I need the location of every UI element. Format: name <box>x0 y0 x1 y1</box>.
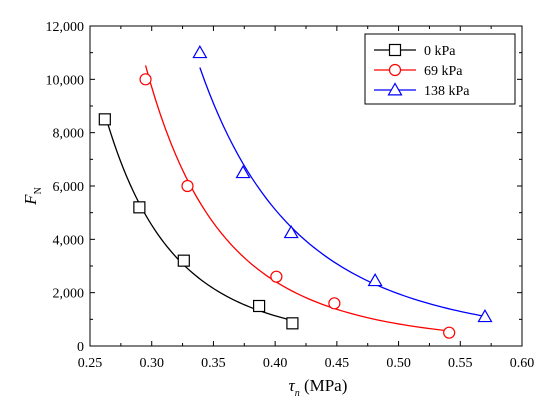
data-point-circle <box>328 297 341 310</box>
x-tick-label: 0.50 <box>386 356 411 371</box>
x-tick-label: 0.45 <box>325 356 350 371</box>
data-point-triangle <box>367 272 383 287</box>
y-tick-label: 12,000 <box>46 20 85 35</box>
y-axis-subscript: N <box>33 187 44 194</box>
x-tick-label: 0.55 <box>448 356 473 371</box>
x-tick-label: 0.30 <box>139 356 164 371</box>
data-point-square <box>98 113 111 126</box>
y-tick-label: 2,000 <box>53 287 85 302</box>
data-point-square <box>286 317 299 330</box>
series-circle <box>139 65 456 339</box>
data-point-circle <box>270 270 283 283</box>
data-point-triangle <box>192 44 208 59</box>
data-point-circle <box>181 179 194 193</box>
data-point-triangle <box>235 164 251 179</box>
x-axis-ticks: 0.25 0.30 0.35 0.40 0.45 0.50 0.55 0.60 <box>78 26 535 371</box>
legend: 0 kPa 69 kPa 138 kPa <box>364 33 516 105</box>
data-point-square <box>252 299 266 313</box>
series-fit-line <box>199 67 486 317</box>
y-tick-label: 6,000 <box>53 180 85 195</box>
x-tick-label: 0.40 <box>263 356 288 371</box>
x-axis-title: τn (MPa) <box>289 376 348 399</box>
series-fit-line <box>144 65 450 332</box>
y-tick-label: 8,000 <box>53 127 85 142</box>
series-square <box>98 113 299 330</box>
x-tick-label: 0.25 <box>78 356 103 371</box>
y-axis-ticks: 0 2,000 4,000 6,000 8,000 10,000 12,000 <box>46 20 522 355</box>
x-axis-subscript: n <box>295 388 300 399</box>
data-point-square <box>133 201 146 214</box>
y-tick-label: 0 <box>77 340 84 355</box>
x-axis-symbol: τ <box>289 376 296 395</box>
x-tick-label: 0.35 <box>201 356 226 371</box>
data-point-circle <box>388 63 402 77</box>
data-point-triangle <box>387 82 403 96</box>
legend-label: 138 kPa <box>424 84 470 99</box>
y-axis-symbol: F <box>21 194 40 206</box>
data-point-triangle <box>477 308 493 323</box>
x-axis-unit: (MPa) <box>300 376 348 395</box>
y-axis-title: FN <box>21 187 44 206</box>
series-triangle <box>192 44 493 323</box>
legend-label: 0 kPa <box>424 44 456 59</box>
data-point-circle <box>443 326 456 339</box>
x-tick-label: 0.60 <box>510 356 535 371</box>
data-point-square <box>388 43 402 57</box>
y-tick-label: 4,000 <box>53 233 85 248</box>
data-point-triangle <box>283 224 299 239</box>
y-tick-label: 10,000 <box>46 73 85 88</box>
data-point-circle <box>139 73 152 86</box>
legend-label: 69 kPa <box>424 64 463 79</box>
data-point-square <box>177 254 190 267</box>
series-fit-line <box>104 113 293 322</box>
series-layer <box>98 44 493 339</box>
